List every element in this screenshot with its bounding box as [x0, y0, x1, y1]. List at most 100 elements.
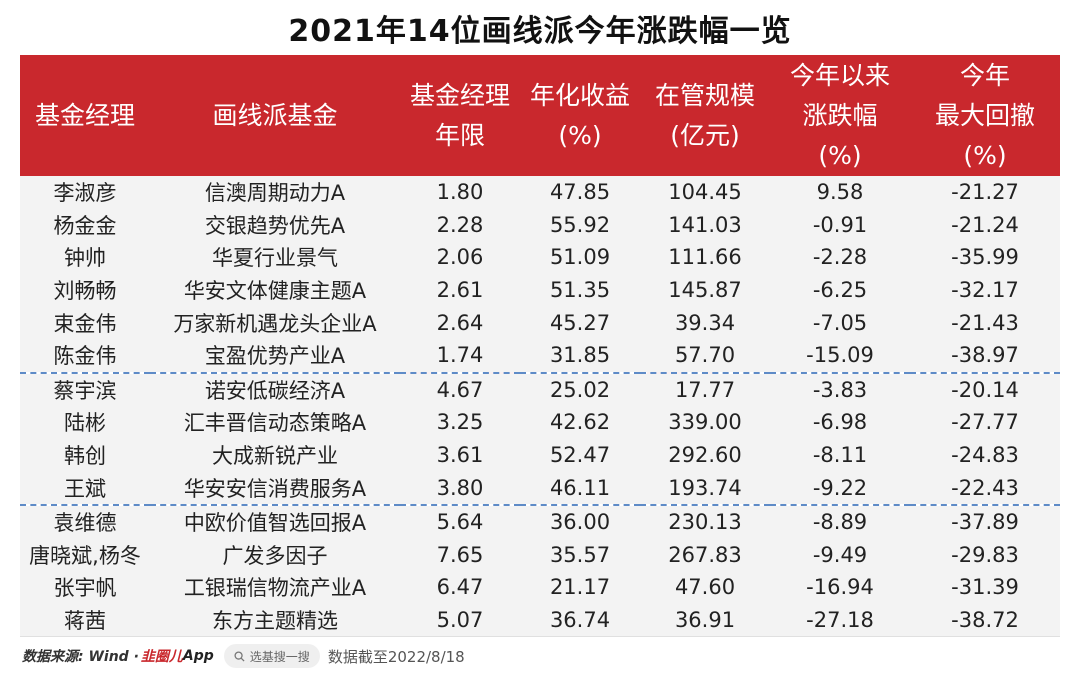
cell-max-drawdown: -27.77	[910, 406, 1060, 439]
search-pill[interactable]: 选基搜一搜	[223, 644, 320, 668]
cell-fund: 大成新锐产业	[150, 438, 400, 472]
header-ytd: 今年以来 涨跌幅 (%)	[770, 55, 910, 176]
cell-tenure: 6.47	[400, 571, 520, 604]
header-fund: 画线派基金	[150, 55, 400, 176]
cell-annual-return: 36.00	[520, 503, 640, 539]
source-label: 数据来源: Wind ·	[22, 649, 139, 665]
header-tenure: 基金经理 年限	[400, 55, 520, 176]
cell-manager: 李淑彦	[20, 176, 150, 209]
cell-aum: 193.74	[640, 471, 770, 505]
cell-manager: 刘畅畅	[20, 273, 150, 307]
cell-fund: 万家新机遇龙头企业A	[150, 306, 400, 339]
cell-tenure: 3.61	[400, 438, 520, 472]
cell-aum: 230.13	[640, 503, 770, 539]
search-icon	[234, 650, 245, 662]
cell-max-drawdown: -29.83	[910, 538, 1060, 572]
cell-annual-return: 36.74	[520, 603, 640, 638]
cell-annual-return: 46.11	[520, 471, 640, 505]
cell-fund: 汇丰晋信动态策略A	[150, 406, 400, 439]
cell-manager: 韩创	[20, 438, 150, 472]
cell-fund: 交银趋势优先A	[150, 208, 400, 242]
cell-tenure: 2.61	[400, 273, 520, 307]
cell-tenure: 2.28	[400, 208, 520, 242]
cell-max-drawdown: -21.43	[910, 306, 1060, 339]
header-line: 涨跌幅	[802, 100, 878, 130]
header-line: (%)	[818, 140, 862, 170]
search-placeholder: 选基搜一搜	[249, 649, 310, 664]
table-row: 蔡宇滨 诺安低碳经济A 4.67 25.02 17.77 -3.83 -20.14	[20, 371, 1060, 407]
cell-max-drawdown: -38.72	[910, 603, 1060, 638]
cell-aum: 145.87	[640, 273, 770, 307]
cell-annual-return: 51.09	[520, 241, 640, 274]
cell-aum: 292.60	[640, 438, 770, 472]
cell-annual-return: 52.47	[520, 438, 640, 472]
cell-tenure: 5.07	[400, 603, 520, 638]
cell-ytd: -7.05	[770, 306, 910, 339]
cell-aum: 47.60	[640, 571, 770, 604]
cell-annual-return: 47.85	[520, 176, 640, 209]
cell-ytd: -27.18	[770, 603, 910, 638]
cell-aum: 36.91	[640, 603, 770, 638]
cell-aum: 339.00	[640, 406, 770, 439]
cell-fund: 华安文体健康主题A	[150, 273, 400, 307]
header-line: (%)	[963, 140, 1007, 170]
table-row: 李淑彦 信澳周期动力A 1.80 47.85 104.45 9.58 -21.27	[20, 176, 1060, 209]
cell-ytd: -15.09	[770, 338, 910, 373]
cell-aum: 111.66	[640, 241, 770, 274]
fund-table: 基金经理 画线派基金 基金经理 年限 年化收益 (%) 在管规模 (亿元) 今年以来涨…	[20, 55, 1060, 638]
cell-manager: 唐晓斌,杨冬	[20, 538, 150, 572]
cell-annual-return: 31.85	[520, 338, 640, 373]
table-row: 钟帅 华夏行业景气 2.06 51.09 111.66 -2.28 -35.99	[20, 241, 1060, 274]
cell-aum: 267.83	[640, 538, 770, 572]
header-line: 画线派基金	[212, 100, 338, 130]
cell-ytd: -8.89	[770, 503, 910, 539]
cell-aum: 141.03	[640, 208, 770, 242]
cell-tenure: 7.65	[400, 538, 520, 572]
header-line: 年化收益	[529, 80, 630, 110]
cell-max-drawdown: -24.83	[910, 438, 1060, 472]
table-body: 李淑彦 信澳周期动力A 1.80 47.85 104.45 9.58 -21.27 杨金金 交银…	[20, 176, 1060, 638]
table-row: 陆彬 汇丰晋信动态策略A 3.25 42.62 339.00 -6.98 -27.77	[20, 406, 1060, 439]
table-row: 袁维德 中欧价值智选回报A 5.64 36.00 230.13 -8.89 -37.89	[20, 503, 1060, 539]
header-line: (亿元)	[670, 120, 740, 150]
cell-max-drawdown: -31.39	[910, 571, 1060, 604]
cell-manager: 袁维德	[20, 503, 150, 539]
cell-manager: 杨金金	[20, 208, 150, 242]
cell-ytd: -0.91	[770, 208, 910, 242]
table-row: 束金伟 万家新机遇龙头企业A 2.64 45.27 39.34 -7.05 -21.43	[20, 306, 1060, 339]
cell-ytd: -6.25	[770, 273, 910, 307]
cell-aum: 17.77	[640, 371, 770, 407]
cell-max-drawdown: -21.24	[910, 208, 1060, 242]
header-manager: 基金经理	[20, 55, 150, 176]
header-line: 最大回撤	[934, 100, 1035, 130]
cell-ytd: -2.28	[770, 241, 910, 274]
table-row: 杨金金 交银趋势优先A 2.28 55.92 141.03 -0.91 -21.24	[20, 208, 1060, 242]
date-note: 数据截至2022/8/18	[327, 647, 465, 666]
cell-ytd: -6.98	[770, 406, 910, 439]
cell-fund: 东方主题精选	[150, 603, 400, 638]
cell-manager: 束金伟	[20, 306, 150, 339]
brand-app: App	[182, 648, 214, 664]
cell-max-drawdown: -32.17	[910, 273, 1060, 307]
cell-fund: 华夏行业景气	[150, 241, 400, 274]
cell-ytd: -9.22	[770, 471, 910, 505]
cell-ytd: -8.11	[770, 438, 910, 472]
cell-fund: 工银瑞信物流产业A	[150, 571, 400, 604]
cell-tenure: 4.67	[400, 371, 520, 407]
header-max-drawdown: 今年 最大回撤 (%)	[910, 55, 1060, 176]
cell-manager: 蒋茜	[20, 603, 150, 638]
cell-fund: 中欧价值智选回报A	[150, 503, 400, 539]
cell-fund: 信澳周期动力A	[150, 176, 400, 209]
cell-fund: 华安安信消费服务A	[150, 471, 400, 505]
cell-max-drawdown: -38.97	[910, 338, 1060, 373]
cell-ytd: 9.58	[770, 176, 910, 209]
table-row: 王斌 华安安信消费服务A 3.80 46.11 193.74 -9.22 -22.43	[20, 471, 1060, 505]
cell-manager: 钟帅	[20, 241, 150, 274]
table-row: 蒋茜 东方主题精选 5.07 36.74 36.91 -27.18 -38.72	[20, 603, 1060, 638]
cell-max-drawdown: -20.14	[910, 371, 1060, 407]
cell-fund: 宝盈优势产业A	[150, 338, 400, 373]
cell-tenure: 2.64	[400, 306, 520, 339]
cell-tenure: 1.80	[400, 176, 520, 209]
cell-tenure: 5.64	[400, 503, 520, 539]
table-header: 基金经理 画线派基金 基金经理 年限 年化收益 (%) 在管规模 (亿元) 今年以来涨…	[20, 55, 1060, 176]
